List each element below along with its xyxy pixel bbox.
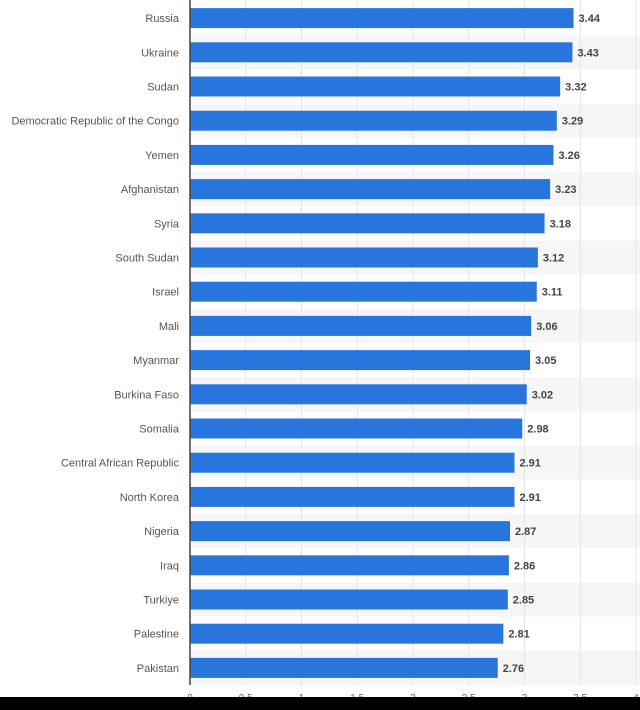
bar (190, 623, 504, 644)
category-label: Mali (159, 321, 179, 333)
data-label: 3.43 (577, 47, 598, 59)
data-label: 3.12 (543, 253, 564, 265)
bar (190, 76, 561, 97)
bar (190, 110, 557, 131)
data-label: 3.26 (558, 150, 579, 162)
data-label: 2.87 (515, 526, 536, 538)
category-label: Afghanistan (121, 184, 179, 196)
bottom-bar (0, 697, 640, 710)
category-label: Yemen (145, 150, 179, 162)
data-label: 3.18 (550, 218, 571, 230)
data-label: 3.02 (532, 389, 553, 401)
data-label: 3.06 (536, 321, 557, 333)
category-label: Myanmar (133, 355, 179, 367)
bar (190, 213, 545, 234)
category-label: Turkiye (143, 595, 179, 607)
data-label: 3.29 (562, 116, 583, 128)
data-label: 2.76 (503, 663, 524, 675)
bar (190, 452, 515, 473)
category-label: Somalia (139, 424, 180, 436)
category-label: Pakistan (137, 663, 179, 675)
bar (190, 8, 574, 29)
category-label: Democratic Republic of the Congo (11, 116, 179, 128)
category-label: Nigeria (144, 526, 180, 538)
category-label: Central African Republic (61, 458, 180, 470)
category-label: Syria (154, 218, 180, 230)
category-label: Burkina Faso (114, 389, 179, 401)
bar (190, 418, 523, 439)
category-label: Sudan (147, 82, 179, 94)
data-label: 2.81 (508, 629, 529, 641)
category-label: Israel (152, 287, 179, 299)
data-label: 2.91 (519, 492, 540, 504)
data-label: 3.32 (565, 82, 586, 94)
bar (190, 521, 511, 542)
category-label: Iraq (160, 560, 179, 572)
bar (190, 486, 515, 507)
data-label: 2.85 (513, 595, 534, 607)
data-label: 2.91 (519, 458, 540, 470)
category-label: Russia (145, 13, 180, 25)
category-label: Ukraine (141, 47, 179, 59)
data-label: 3.11 (542, 287, 563, 299)
bar (190, 384, 527, 405)
data-label: 3.23 (555, 184, 576, 196)
bar (190, 350, 531, 371)
bar (190, 589, 508, 610)
data-label: 2.86 (514, 560, 535, 572)
bar (190, 657, 498, 678)
bar (190, 555, 509, 576)
bar (190, 179, 551, 200)
category-label: North Korea (120, 492, 180, 504)
data-label: 3.05 (535, 355, 556, 367)
bar (190, 42, 573, 63)
bar (190, 144, 554, 165)
bar (190, 281, 537, 302)
category-label: South Sudan (115, 253, 179, 265)
bar (190, 247, 538, 268)
bar (190, 315, 532, 336)
data-label: 3.44 (579, 13, 601, 25)
data-label: 2.98 (527, 424, 548, 436)
category-label: Palestine (134, 629, 179, 641)
